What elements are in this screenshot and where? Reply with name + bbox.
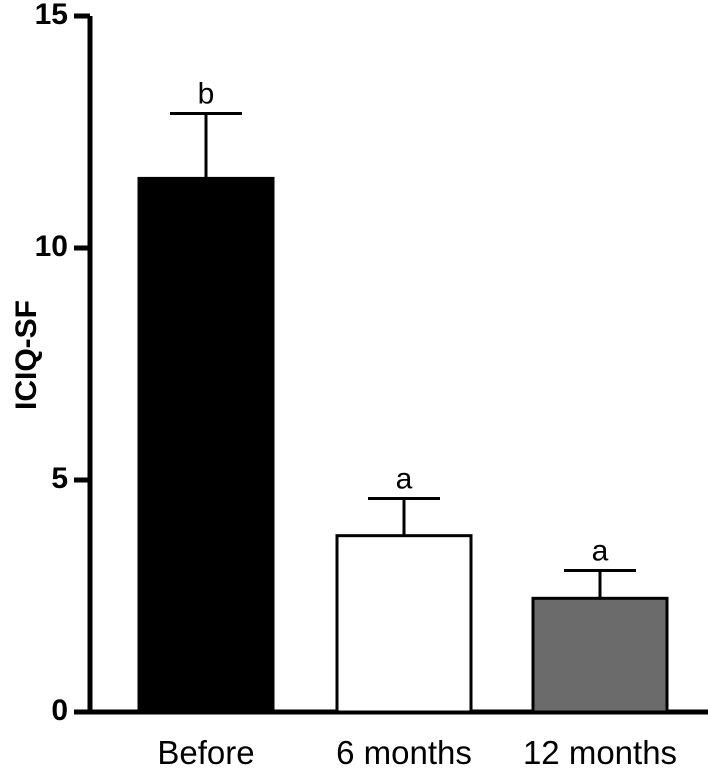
y-tick-label: 15 — [35, 0, 68, 31]
x-category-label: 6 months — [336, 734, 472, 771]
y-tick-label: 10 — [35, 230, 68, 263]
significance-label: b — [198, 77, 215, 110]
bar-1 — [137, 176, 275, 714]
bars — [137, 111, 669, 714]
y-tick-label: 0 — [51, 694, 68, 727]
significance-label: a — [592, 534, 609, 567]
labels: b Before a 6 months a 12 months — [157, 77, 677, 771]
x-category-label: Before — [157, 734, 254, 771]
y-tick-label: 5 — [51, 462, 68, 495]
significance-label: a — [396, 463, 413, 496]
bar-3 — [531, 596, 669, 714]
y-axis-title: ICIQ-SF — [10, 300, 43, 410]
x-category-label: 12 months — [523, 734, 677, 771]
bar-2 — [335, 534, 473, 714]
